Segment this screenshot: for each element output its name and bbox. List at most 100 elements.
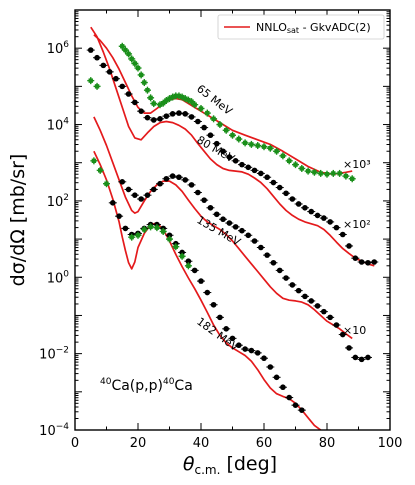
y-tick-label: 100 (47, 269, 70, 286)
data-point (251, 238, 258, 244)
data-point (210, 301, 217, 308)
data-point (242, 346, 248, 352)
data-point-green (179, 254, 185, 259)
data-point (87, 47, 94, 53)
data-point (223, 326, 229, 332)
x-tick-label: 100 (378, 436, 403, 451)
data-point (299, 407, 305, 413)
data-point (195, 118, 201, 125)
data-point-green (142, 80, 147, 85)
legend-box (217, 14, 385, 40)
data-point (339, 331, 346, 338)
data-point (254, 350, 261, 356)
data-point (125, 91, 132, 97)
data-point (182, 111, 189, 117)
scale-factor-label-3: ×10 (343, 324, 366, 337)
data-point-green (268, 146, 273, 151)
data-point (365, 354, 371, 361)
experimental-data (86, 42, 379, 413)
data-point-green (126, 51, 131, 57)
theory-curve-2 (90, 26, 375, 267)
reaction-label: 40Ca(p,p)40Ca (100, 377, 193, 394)
data-point (276, 267, 283, 274)
data-point (276, 184, 283, 191)
data-point-green (261, 144, 267, 149)
data-point (132, 99, 138, 106)
data-point (308, 298, 315, 304)
data-point (188, 114, 195, 120)
data-point (245, 164, 252, 171)
data-point-green (138, 72, 144, 78)
data-point-green (167, 236, 172, 242)
data-point (333, 322, 340, 328)
data-point (182, 177, 189, 183)
data-point-green (205, 110, 210, 116)
data-point (239, 227, 245, 234)
data-point (169, 111, 176, 117)
data-point-green (161, 100, 166, 106)
data-point-green (224, 128, 229, 133)
data-point (270, 179, 277, 186)
data-point (157, 180, 163, 187)
data-point (185, 258, 192, 265)
data-point-green (129, 56, 134, 62)
data-point (327, 219, 333, 225)
data-point-green (318, 171, 323, 176)
data-point (176, 110, 182, 116)
x-tick-label: 20 (130, 436, 147, 451)
data-point (144, 192, 151, 198)
data-point (302, 204, 308, 211)
data-point-green (343, 173, 349, 179)
data-point (150, 117, 157, 123)
data-point (100, 62, 107, 69)
data-point-green (186, 97, 191, 103)
data-point (176, 174, 182, 181)
data-point (270, 259, 277, 266)
data-point (191, 267, 198, 274)
y-tick-label: 106 (47, 40, 70, 57)
data-point (286, 394, 293, 401)
data-point-green (151, 101, 156, 106)
data-point (125, 186, 132, 193)
data-point (264, 174, 270, 181)
data-point (289, 196, 296, 202)
data-point (321, 215, 327, 221)
data-point (283, 275, 289, 281)
data-point-green (255, 143, 260, 148)
data-point-green (280, 153, 286, 159)
data-point (258, 244, 264, 251)
data-point (138, 196, 144, 202)
data-point (346, 345, 352, 351)
data-point (110, 200, 116, 206)
data-point (157, 116, 163, 122)
data-point (248, 347, 255, 354)
data-point-green (164, 98, 169, 103)
data-point (371, 259, 378, 265)
theory-curve-4 (93, 150, 322, 430)
data-point (201, 124, 207, 131)
data-point (179, 249, 185, 256)
data-point-green (179, 94, 185, 100)
data-point-green (192, 102, 197, 107)
data-point (163, 113, 170, 119)
data-point-green (312, 170, 317, 175)
data-point (201, 197, 207, 203)
data-point (220, 216, 226, 223)
legend-label: NNLOsat - GkvADC(2) (256, 21, 371, 35)
data-point (150, 186, 157, 193)
data-point (207, 132, 214, 139)
data-point (169, 173, 176, 179)
data-point (352, 354, 359, 361)
scale-factor-label-2: ×10² (343, 218, 371, 231)
data-point (352, 255, 359, 261)
data-point-green (148, 224, 153, 230)
data-point-green (91, 158, 97, 164)
data-point-green (104, 181, 109, 186)
data-point (289, 282, 296, 288)
data-point-green (120, 44, 125, 49)
data-point (232, 224, 239, 230)
x-tick-label: 60 (256, 436, 273, 451)
data-point-green (135, 233, 141, 238)
